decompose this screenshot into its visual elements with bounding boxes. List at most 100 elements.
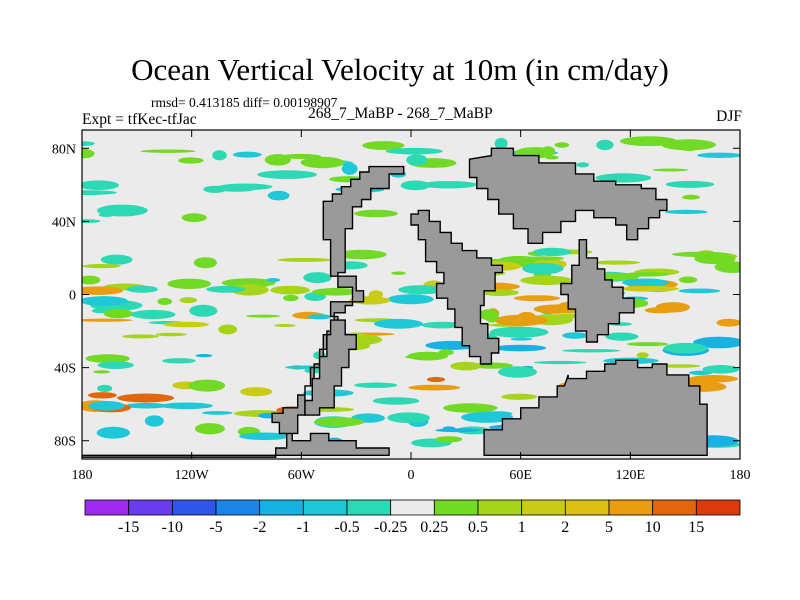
- velocity-patch: [155, 332, 187, 337]
- velocity-patch: [374, 318, 423, 329]
- colorbar-box: [84, 499, 130, 516]
- colorbar-label: 15: [688, 519, 704, 536]
- velocity-patch: [562, 332, 588, 339]
- velocity-patch: [576, 162, 590, 168]
- colorbar-label: 10: [645, 519, 661, 536]
- velocity-patch: [82, 286, 123, 295]
- velocity-patch: [188, 379, 226, 392]
- velocity-patch: [636, 352, 649, 359]
- asia-landmass: [468, 147, 668, 244]
- velocity-patch: [280, 153, 322, 159]
- velocity-patch: [314, 417, 365, 427]
- velocity-patch: [82, 190, 117, 195]
- y-tick-label: 80N: [52, 142, 76, 157]
- velocity-patch: [421, 321, 462, 329]
- x-tick-label: 120E: [616, 468, 646, 483]
- velocity-patch: [408, 384, 461, 391]
- velocity-patch: [644, 307, 677, 314]
- x-tick-label: 180: [72, 468, 93, 483]
- velocity-patch: [407, 351, 448, 361]
- velocity-patch: [663, 342, 708, 354]
- colorbar-box: [171, 499, 217, 516]
- velocity-patch: [270, 285, 310, 295]
- velocity-patch: [522, 262, 564, 275]
- y-tick-label: 40S: [54, 362, 76, 377]
- colorbar-box: [564, 499, 610, 516]
- velocity-patch: [157, 297, 172, 306]
- velocity-patch: [126, 285, 158, 293]
- velocity-patch: [678, 276, 698, 284]
- x-tick-label: 120W: [175, 468, 210, 483]
- velocity-patch: [362, 141, 405, 150]
- colorbar-box: [652, 499, 697, 516]
- velocity-patch: [659, 364, 701, 368]
- velocity-patch: [221, 278, 276, 288]
- colorbar-label: 2: [561, 519, 569, 536]
- velocity-patch: [96, 204, 148, 217]
- velocity-patch: [130, 309, 176, 320]
- velocity-patch: [434, 428, 481, 433]
- experiment-label: Expt = tfKec-tfJac: [82, 111, 197, 128]
- velocity-patch: [240, 387, 273, 397]
- velocity-patch: [303, 272, 332, 284]
- velocity-patch: [82, 219, 101, 223]
- velocity-patch: [162, 358, 196, 364]
- colorbar-box: [695, 499, 741, 516]
- velocity-patch: [193, 257, 217, 269]
- velocity-patch: [300, 156, 345, 169]
- velocity-patch: [82, 296, 128, 306]
- velocity-patch: [336, 249, 387, 260]
- colorbar-box: [608, 499, 654, 516]
- land-mask: [82, 147, 708, 458]
- x-tick-label: 60W: [288, 468, 316, 483]
- velocity-patch: [178, 157, 204, 164]
- velocity-patch: [406, 154, 428, 166]
- velocity-patch: [426, 376, 446, 383]
- colorbar-label: -0.5: [334, 519, 359, 536]
- velocity-patch: [189, 304, 218, 317]
- velocity-patch: [341, 162, 358, 175]
- velocity-patch: [312, 287, 360, 296]
- colorbar-label: 1: [518, 519, 526, 536]
- velocity-patch: [494, 344, 547, 352]
- velocity-patch: [533, 360, 587, 365]
- velocity-patch: [140, 149, 196, 153]
- case-label: 268_7_MaBP - 268_7_MaBP: [308, 105, 493, 122]
- velocity-patch: [97, 361, 134, 369]
- velocity-patch: [167, 278, 211, 289]
- colorbar: -15 -10 -5 -2 -1 -0.5 -0.25 0.25 0.5 1 2 5 10 15: [84, 499, 741, 536]
- velocity-patch: [387, 412, 430, 424]
- velocity-patch: [501, 393, 538, 400]
- colorbar-box: [215, 499, 261, 516]
- velocity-patch: [201, 411, 233, 415]
- velocity-patch: [96, 426, 130, 439]
- colorbar-box: [477, 499, 523, 516]
- velocity-patch: [494, 137, 508, 150]
- velocity-patch: [212, 150, 227, 161]
- velocity-patch: [82, 264, 121, 269]
- velocity-patch: [163, 321, 209, 328]
- velocity-patch: [283, 294, 299, 302]
- velocity-patch: [622, 278, 669, 287]
- velocity-patch: [82, 275, 101, 285]
- australia-landmass: [483, 359, 708, 456]
- velocity-patch: [485, 311, 499, 323]
- x-tick-label: 0: [408, 468, 415, 483]
- velocity-patch: [434, 436, 463, 443]
- velocity-patch: [87, 392, 117, 399]
- velocity-patch: [400, 180, 431, 191]
- velocity-patch: [620, 285, 680, 292]
- velocity-patch: [562, 349, 621, 353]
- velocity-patch: [652, 168, 689, 172]
- velocity-patch: [461, 411, 514, 423]
- velocity-patch: [545, 155, 559, 160]
- colorbar-box: [259, 499, 304, 516]
- velocity-patch: [697, 152, 740, 158]
- velocity-patch: [203, 185, 227, 193]
- velocity-patch: [206, 285, 246, 293]
- velocity-patch: [387, 294, 434, 305]
- velocity-patch: [267, 190, 290, 201]
- velocity-patch: [97, 384, 113, 392]
- velocity-patch: [694, 254, 736, 265]
